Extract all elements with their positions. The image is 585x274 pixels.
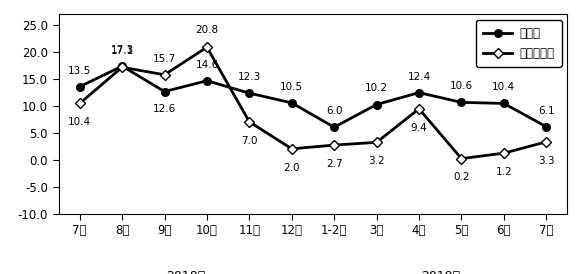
出口交货值: [331, 143, 338, 147]
Text: 2.0: 2.0: [284, 163, 300, 173]
出口交货值: [119, 65, 126, 69]
Text: 13.5: 13.5: [68, 65, 91, 76]
增加值: [500, 102, 507, 105]
增加值: [543, 125, 550, 128]
Text: 2.7: 2.7: [326, 159, 342, 169]
Text: 20.8: 20.8: [195, 25, 219, 35]
增加值: [204, 79, 211, 82]
出口交货值: [373, 141, 380, 144]
Text: 10.6: 10.6: [450, 81, 473, 91]
Text: 12.6: 12.6: [153, 104, 176, 114]
增加值: [415, 91, 422, 94]
Line: 出口交货值: 出口交货值: [76, 43, 550, 162]
增加值: [373, 103, 380, 106]
Text: 7.0: 7.0: [241, 136, 257, 146]
增加值: [161, 90, 168, 93]
出口交货值: [288, 147, 295, 150]
出口交货值: [415, 107, 422, 110]
增加值: [288, 101, 295, 105]
Text: 10.2: 10.2: [365, 83, 388, 93]
出口交货值: [76, 102, 83, 105]
Legend: 增加值, 出口交货值: 增加值, 出口交货值: [476, 20, 562, 67]
Text: 10.4: 10.4: [68, 117, 91, 127]
Text: 2019年: 2019年: [421, 270, 460, 274]
出口交货值: [204, 45, 211, 49]
增加值: [458, 101, 465, 104]
Text: 3.2: 3.2: [369, 156, 385, 166]
Text: 3.3: 3.3: [538, 156, 555, 166]
Text: 17.1: 17.1: [111, 46, 134, 56]
增加值: [76, 85, 83, 88]
Text: 15.7: 15.7: [153, 54, 176, 64]
Text: 6.0: 6.0: [326, 106, 342, 116]
出口交货值: [161, 73, 168, 76]
Text: 9.4: 9.4: [411, 123, 427, 133]
Text: 17.3: 17.3: [111, 45, 134, 55]
Text: 1.2: 1.2: [495, 167, 512, 177]
Text: 10.5: 10.5: [280, 82, 304, 92]
出口交货值: [246, 120, 253, 124]
增加值: [246, 92, 253, 95]
Text: 0.2: 0.2: [453, 172, 470, 182]
Text: 10.4: 10.4: [492, 82, 515, 92]
Text: 12.4: 12.4: [407, 72, 431, 82]
增加值: [331, 125, 338, 129]
Text: 14.6: 14.6: [195, 60, 219, 70]
出口交货值: [458, 157, 465, 160]
出口交货值: [500, 152, 507, 155]
Text: 6.1: 6.1: [538, 105, 555, 116]
Line: 增加值: 增加值: [76, 62, 550, 131]
Text: 12.3: 12.3: [238, 72, 261, 82]
增加值: [119, 64, 126, 68]
出口交货值: [543, 140, 550, 144]
Text: 2018年: 2018年: [166, 270, 205, 274]
